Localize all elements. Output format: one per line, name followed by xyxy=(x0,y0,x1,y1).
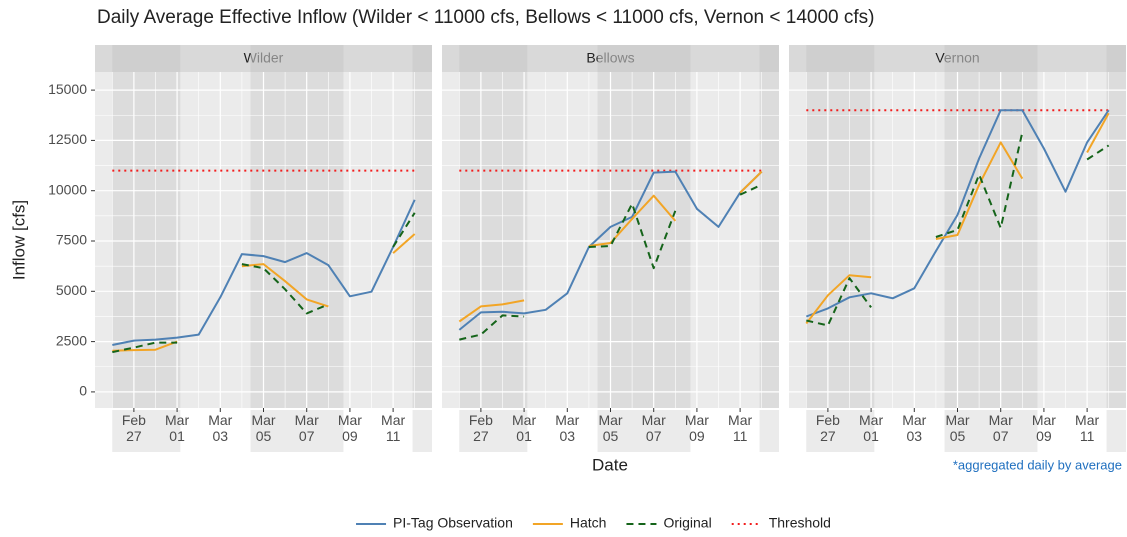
x-tick-label-box: Mar 01 xyxy=(512,412,537,444)
shade-band xyxy=(806,72,875,408)
x-tick-label-box: Mar 01 xyxy=(859,412,884,444)
x-tick-label: Mar 05 xyxy=(251,412,276,444)
x-tick-label-box: Mar 03 xyxy=(555,412,580,444)
x-tick-label: Mar 07 xyxy=(988,412,1013,444)
shade-band xyxy=(112,45,181,72)
x-tick-label-box: Mar 07 xyxy=(641,412,666,444)
x-tick-label-box: Mar 03 xyxy=(902,412,927,444)
x-tick-label: Feb 27 xyxy=(815,412,840,444)
shade-band xyxy=(759,410,779,452)
x-tick-label-box: Mar 07 xyxy=(988,412,1013,444)
series-line xyxy=(458,170,763,331)
shade-band xyxy=(944,45,1038,72)
shade-band xyxy=(1106,72,1126,408)
series-line xyxy=(112,233,416,352)
x-tick-label: Feb 27 xyxy=(121,412,146,444)
x-tick-label: Mar 11 xyxy=(381,412,406,444)
x-tick-label: Mar 11 xyxy=(728,412,753,444)
shade-band xyxy=(944,72,1038,408)
x-tick-label-box: Mar 11 xyxy=(1075,412,1100,444)
shade-band xyxy=(250,410,344,452)
shade-band xyxy=(759,72,779,408)
shade-band xyxy=(412,410,432,452)
x-tick-label: Mar 05 xyxy=(598,412,623,444)
shade-band xyxy=(1106,45,1126,72)
y-tick-label: 5000 xyxy=(56,282,87,298)
x-tick-label: Mar 01 xyxy=(859,412,884,444)
x-tick-label-box: Mar 05 xyxy=(251,412,276,444)
shade-band xyxy=(412,45,432,72)
shade-band xyxy=(597,72,691,408)
shade-band xyxy=(459,410,528,452)
x-tick-label-box: Mar 01 xyxy=(165,412,190,444)
x-tick-label: Mar 01 xyxy=(165,412,190,444)
panel: Wilder0250050007500100001250015000Feb 27… xyxy=(48,45,432,452)
y-tick-label: 7500 xyxy=(56,232,87,248)
legend-label: PI-Tag Observation xyxy=(393,515,513,531)
shade-band xyxy=(412,72,432,408)
shade-band xyxy=(1106,410,1126,452)
x-tick-label: Feb 27 xyxy=(468,412,493,444)
x-tick-label-box: Mar 11 xyxy=(381,412,406,444)
x-tick-label: Mar 03 xyxy=(902,412,927,444)
series-line xyxy=(459,183,763,341)
chart-title: Daily Average Effective Inflow (Wilder <… xyxy=(97,7,875,28)
shade-band xyxy=(944,410,1038,452)
shade-band xyxy=(250,45,344,72)
shade-band xyxy=(806,45,875,72)
legend-label: Threshold xyxy=(769,515,831,531)
shade-band xyxy=(459,72,528,408)
x-axis-title: Date xyxy=(592,455,628,474)
y-tick-label: 10000 xyxy=(48,181,87,197)
legend-label: Original xyxy=(663,515,711,531)
legend: PI-Tag Observation Hatch Original Threshold xyxy=(356,515,831,531)
x-tick-label-box: Feb 27 xyxy=(815,412,840,444)
y-tick-label: 2500 xyxy=(56,332,87,348)
x-tick-label: Mar 01 xyxy=(512,412,537,444)
x-tick-label: Mar 11 xyxy=(1075,412,1100,444)
x-tick-label: Mar 09 xyxy=(684,412,709,444)
x-tick-label: Mar 05 xyxy=(945,412,970,444)
x-tick-label-box: Mar 05 xyxy=(598,412,623,444)
shade-band xyxy=(597,45,691,72)
x-tick-label-box: Mar 07 xyxy=(294,412,319,444)
series-line xyxy=(805,112,1110,325)
shade-band xyxy=(250,72,344,408)
series-line xyxy=(458,170,763,323)
x-tick-label: Mar 07 xyxy=(294,412,319,444)
y-tick-label: 12500 xyxy=(48,131,87,147)
footnote: *aggregated daily by average xyxy=(953,457,1122,472)
x-tick-label: Mar 09 xyxy=(1031,412,1056,444)
shade-band xyxy=(597,410,691,452)
shade-band xyxy=(806,410,875,452)
shade-band xyxy=(459,45,528,72)
y-tick-label: 0 xyxy=(79,383,87,399)
series-line xyxy=(805,109,1110,318)
y-tick-label: 15000 xyxy=(48,81,87,97)
x-tick-label-box: Mar 09 xyxy=(337,412,362,444)
x-tick-label-box: Mar 09 xyxy=(684,412,709,444)
series-line xyxy=(112,212,416,354)
y-axis-title: Inflow [cfs] xyxy=(9,200,28,280)
x-tick-label-box: Mar 09 xyxy=(1031,412,1056,444)
series-line xyxy=(112,199,416,346)
x-tick-label-box: Feb 27 xyxy=(121,412,146,444)
series-line xyxy=(806,132,1110,327)
x-tick-label-box: Feb 27 xyxy=(468,412,493,444)
x-tick-label: Mar 07 xyxy=(641,412,666,444)
shade-band xyxy=(112,72,181,408)
shade-band xyxy=(759,45,779,72)
x-tick-label-box: Mar 11 xyxy=(728,412,753,444)
shade-band xyxy=(112,410,181,452)
legend-label: Hatch xyxy=(570,515,607,531)
x-tick-label: Mar 03 xyxy=(555,412,580,444)
x-tick-label: Mar 09 xyxy=(337,412,362,444)
x-tick-label: Mar 03 xyxy=(208,412,233,444)
x-tick-label-box: Mar 03 xyxy=(208,412,233,444)
x-tick-label-box: Mar 05 xyxy=(945,412,970,444)
